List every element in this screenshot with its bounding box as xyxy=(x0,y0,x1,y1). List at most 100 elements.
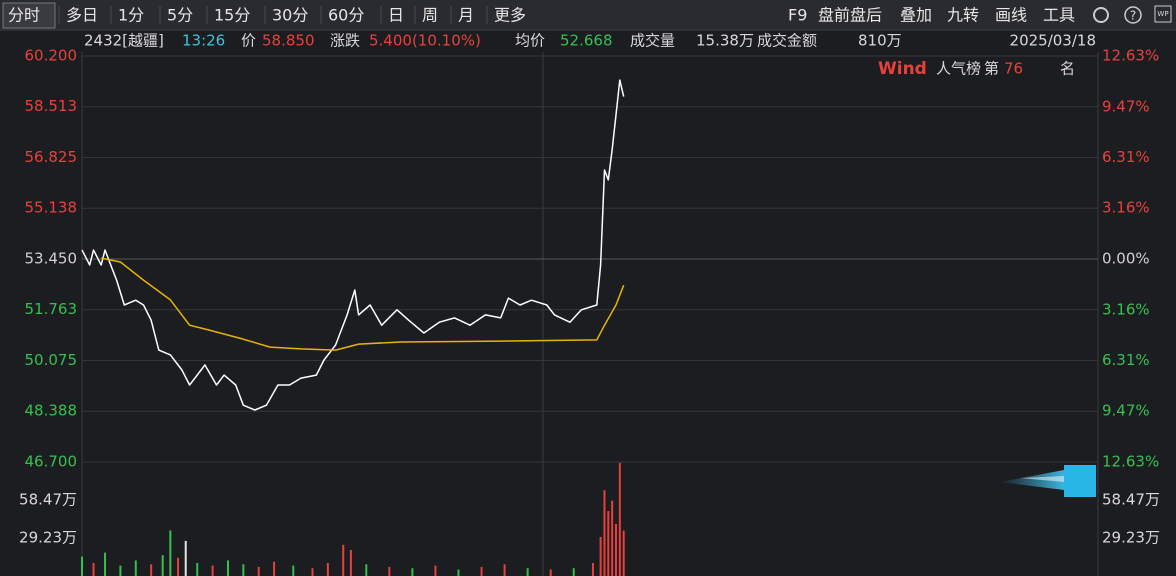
volume-bar xyxy=(169,530,172,576)
volume-bar xyxy=(342,544,345,576)
volume-bar xyxy=(411,568,414,576)
price: 58.850 xyxy=(262,32,315,50)
volume-bar xyxy=(526,568,529,576)
volume-bar xyxy=(177,557,180,576)
volume-bar xyxy=(196,563,199,576)
volume-bar xyxy=(480,566,483,576)
volume-bar xyxy=(388,566,391,576)
settings-icon[interactable] xyxy=(1093,7,1109,23)
volume-bar xyxy=(161,555,164,576)
rank-number: 76 xyxy=(1004,60,1023,78)
help-glyph: ? xyxy=(1130,9,1136,23)
streak-light xyxy=(1020,476,1064,482)
volume-bar xyxy=(572,568,575,576)
volume-tick-label: 29.23万 xyxy=(19,529,77,547)
volume-bar xyxy=(503,564,506,576)
volume-bar xyxy=(104,552,107,576)
volume-bar xyxy=(273,561,276,576)
tab[interactable]: 分时 xyxy=(8,6,40,25)
tools: F9 盘前盘后 叠加 九转 画线 工具 xyxy=(788,6,1075,25)
y2-tick-label: 9.47% xyxy=(1102,402,1150,420)
tool[interactable]: 画线 xyxy=(995,6,1027,25)
volume-bar xyxy=(591,563,594,576)
tabs: 分时 多日 1分 5分 15分 30分 60分 日周 月 更多 xyxy=(8,6,526,25)
y-tick-label: 46.700 xyxy=(25,453,78,471)
y-tick-label: 55.138 xyxy=(25,199,78,217)
volume-bar xyxy=(242,564,245,576)
tool[interactable]: 叠加 xyxy=(900,6,932,25)
volume-bar xyxy=(434,565,437,576)
volume-tick-label: 58.47万 xyxy=(19,490,77,508)
volume-bar xyxy=(311,568,314,576)
price-line xyxy=(101,257,625,351)
tab[interactable]: 周 xyxy=(422,6,438,25)
tool[interactable]: 工具 xyxy=(1043,6,1075,25)
wp-icon[interactable] xyxy=(1154,5,1172,23)
y2-tick-label: 3.16% xyxy=(1102,300,1150,318)
date: 2025/03/18 xyxy=(1010,32,1096,50)
volume-tick-label-right: 58.47万 xyxy=(1102,490,1160,508)
tool[interactable]: F9 xyxy=(788,6,807,25)
tool[interactable]: 盘前盘后 xyxy=(818,6,882,25)
time: 13:26 xyxy=(182,32,225,50)
icons: ? WP xyxy=(1093,5,1172,24)
volume-bar xyxy=(611,500,614,576)
y2-tick-label: 3.16% xyxy=(1102,199,1150,217)
price-label: 价 xyxy=(241,32,256,50)
volume-tick-label-right: 29.23万 xyxy=(1102,529,1160,547)
tab[interactable]: 多日 xyxy=(66,6,98,25)
volume-bar xyxy=(119,565,122,576)
tab-selected-box xyxy=(2,2,56,29)
plot: 60.200 58.513 56.825 55.138 53.450 51.763 50.0… xyxy=(19,47,1160,576)
stock-code: 2432[越疆] xyxy=(84,32,164,50)
tab[interactable]: 月 xyxy=(458,6,474,25)
tab[interactable]: 30分 xyxy=(272,6,308,25)
volume-bar xyxy=(211,565,214,576)
y-tick-label: 53.450 xyxy=(25,250,78,268)
tool[interactable]: 九转 xyxy=(947,6,979,25)
volume-bar xyxy=(226,560,229,576)
change-label: 涨跌 xyxy=(330,32,360,50)
volume-bar xyxy=(257,566,260,576)
blue-box xyxy=(1064,465,1096,497)
wp-glyph: WP xyxy=(1157,10,1168,18)
toolbar xyxy=(0,0,1176,30)
y-tick-label: 51.763 xyxy=(25,300,78,318)
volume-bar xyxy=(184,540,187,576)
price-line xyxy=(81,79,625,411)
y-tick-label: 56.825 xyxy=(25,148,78,166)
volume: 15.38万 xyxy=(696,32,754,50)
volume-bar xyxy=(599,537,602,576)
y-tick-label: 58.513 xyxy=(25,97,78,115)
y-tick-label: 60.200 xyxy=(25,47,78,65)
volume-bar xyxy=(549,569,552,576)
volume-bar xyxy=(81,556,83,576)
volume-bar xyxy=(607,511,610,576)
tab[interactable]: 日 xyxy=(388,6,404,25)
tab[interactable]: 60分 xyxy=(328,6,364,25)
volume-bar xyxy=(134,560,137,576)
y2-tick-label: 6.31% xyxy=(1102,148,1150,166)
rank-suffix: 名 xyxy=(1060,60,1075,78)
tab[interactable]: 15分 xyxy=(214,6,250,25)
avg-label: 均价 xyxy=(515,32,545,50)
amount: 810万 xyxy=(858,32,902,50)
volume-bar xyxy=(618,462,621,576)
decoration xyxy=(1000,465,1096,497)
tab[interactable]: 更多 xyxy=(494,6,526,25)
volume-bar xyxy=(326,563,329,576)
avg: 52.668 xyxy=(560,32,613,50)
tab[interactable]: 1分 xyxy=(118,6,144,25)
volume-bar xyxy=(365,564,368,576)
volume-bar xyxy=(92,563,95,576)
volume-bar xyxy=(622,530,625,576)
volume-bar xyxy=(150,564,153,576)
change: 5.400(10.10%) xyxy=(369,32,481,50)
volume-bar xyxy=(614,524,617,576)
tab[interactable]: 5分 xyxy=(167,6,193,25)
help-icon[interactable] xyxy=(1124,6,1142,24)
y2-tick-label: 6.31% xyxy=(1102,351,1150,369)
